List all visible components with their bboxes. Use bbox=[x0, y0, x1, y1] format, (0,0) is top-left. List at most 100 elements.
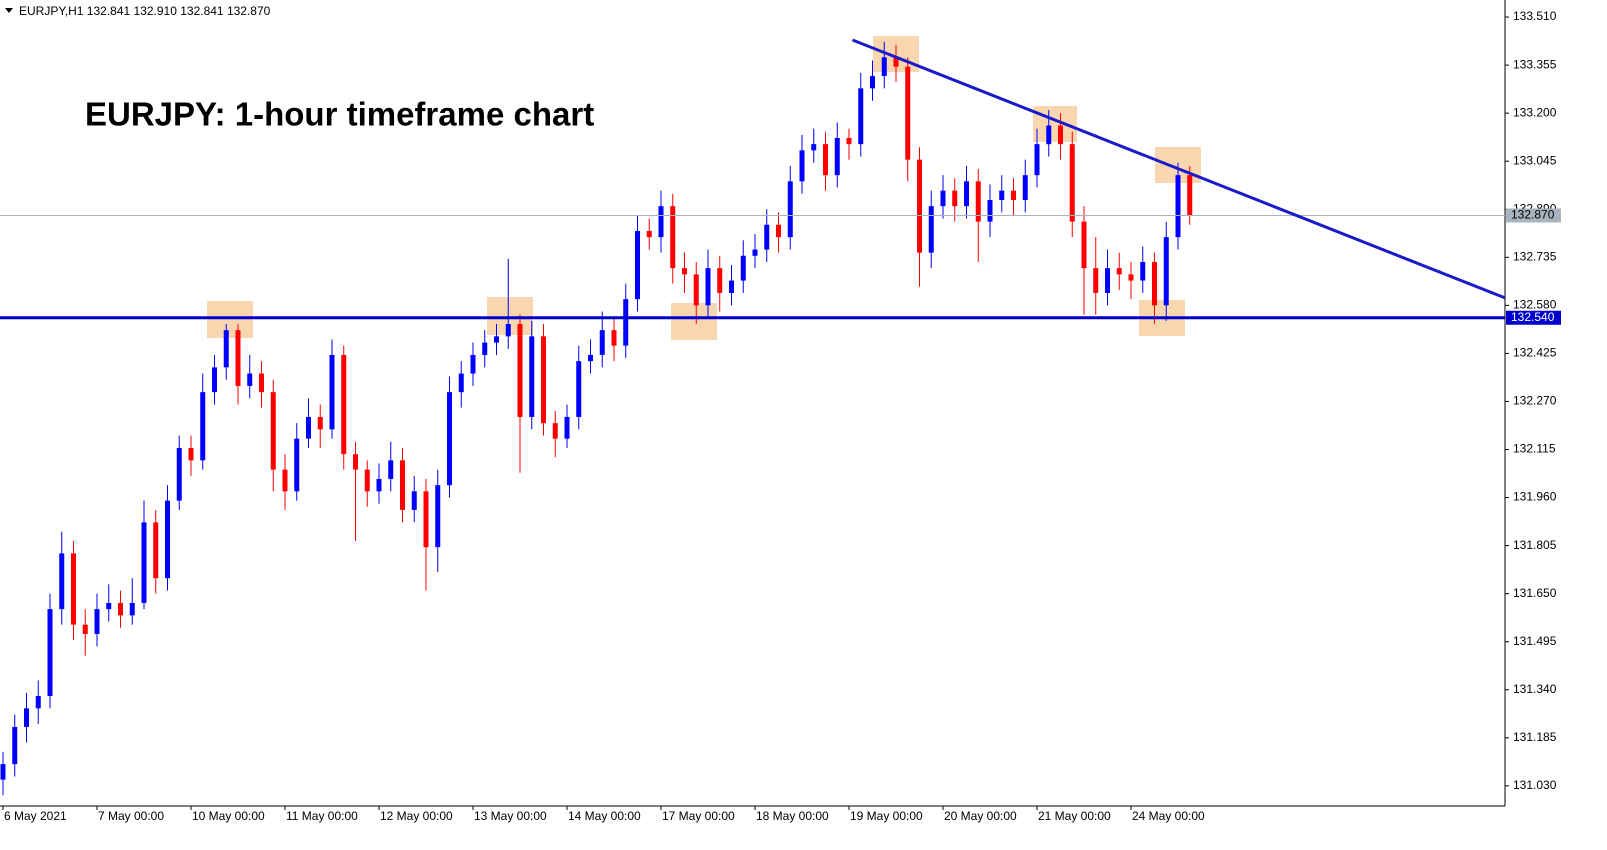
candle-body bbox=[764, 224, 770, 250]
candle-body bbox=[587, 354, 593, 362]
candle-body bbox=[211, 367, 217, 393]
candle-body bbox=[329, 354, 335, 430]
candle-body bbox=[200, 392, 206, 461]
candle-body bbox=[493, 336, 499, 343]
x-tick-label: 14 May 00:00 bbox=[568, 809, 641, 823]
y-tick-label: 131.030 bbox=[1513, 778, 1557, 792]
candle-body bbox=[893, 57, 899, 67]
highlight-box bbox=[1033, 106, 1077, 142]
candle-body bbox=[811, 144, 817, 151]
candle-body bbox=[681, 268, 687, 275]
candle-body bbox=[670, 206, 676, 269]
candle-body bbox=[1104, 268, 1110, 293]
candle-body bbox=[235, 330, 241, 386]
candle-body bbox=[247, 373, 253, 386]
candle-body bbox=[552, 423, 558, 439]
trendline bbox=[851, 38, 1506, 300]
candle-body bbox=[153, 522, 159, 579]
candle-body bbox=[1187, 175, 1193, 216]
candle-body bbox=[1093, 268, 1099, 293]
candle-body bbox=[975, 181, 981, 222]
candle-body bbox=[740, 255, 746, 281]
candles bbox=[0, 41, 1193, 796]
highlight-box bbox=[671, 303, 717, 340]
x-tick-label: 11 May 00:00 bbox=[286, 809, 358, 823]
candle-body bbox=[106, 602, 112, 610]
candle-body bbox=[1057, 125, 1063, 145]
candle-body bbox=[775, 224, 781, 238]
y-tick-label: 131.960 bbox=[1513, 490, 1557, 504]
candle-body bbox=[658, 206, 664, 238]
candle-body bbox=[576, 361, 582, 417]
y-tick-label: 133.045 bbox=[1513, 153, 1557, 167]
candle-body bbox=[1175, 175, 1181, 238]
candle-body bbox=[23, 708, 29, 727]
highlight-box bbox=[207, 301, 253, 338]
candle-body bbox=[35, 695, 41, 709]
candle-body bbox=[376, 478, 382, 492]
candle-body bbox=[47, 609, 53, 696]
candle-body bbox=[188, 447, 194, 461]
candle-body bbox=[423, 491, 429, 548]
y-tick-label: 133.355 bbox=[1513, 57, 1557, 71]
candle-body bbox=[258, 373, 264, 393]
candle-body bbox=[611, 330, 617, 346]
price-label: 132.870 bbox=[1511, 208, 1555, 222]
candle-body bbox=[70, 553, 76, 625]
candle-body bbox=[94, 609, 100, 634]
y-tick-label: 131.650 bbox=[1513, 586, 1557, 600]
candle-body bbox=[1069, 144, 1075, 222]
candle-body bbox=[693, 274, 699, 306]
y-tick-label: 133.200 bbox=[1513, 105, 1557, 119]
candle-body bbox=[446, 392, 452, 486]
x-tick-label: 24 May 00:00 bbox=[1132, 809, 1205, 823]
y-tick-label: 133.510 bbox=[1513, 9, 1557, 23]
candle-body bbox=[435, 485, 441, 548]
menu-arrow[interactable] bbox=[5, 8, 13, 13]
candle-body bbox=[399, 460, 405, 510]
candle-body bbox=[928, 206, 934, 253]
chart-header: EURJPY,H1 132.841 132.910 132.841 132.87… bbox=[19, 4, 271, 18]
x-tick-label: 12 May 00:00 bbox=[380, 809, 453, 823]
candle-body bbox=[129, 602, 135, 616]
candle-body bbox=[540, 336, 546, 424]
y-tick-label: 132.425 bbox=[1513, 346, 1557, 360]
candle-body bbox=[623, 299, 629, 346]
candle-body bbox=[916, 159, 922, 253]
candle-body bbox=[799, 150, 805, 182]
candle-body bbox=[294, 438, 300, 492]
candle-body bbox=[646, 230, 652, 238]
candle-body bbox=[705, 268, 711, 306]
chart-title: EURJPY: 1-hour timeframe chart bbox=[85, 96, 594, 133]
candle-body bbox=[458, 373, 464, 393]
candle-body bbox=[940, 190, 946, 207]
candle-body bbox=[12, 726, 18, 765]
candle-body bbox=[305, 416, 311, 439]
candle-body bbox=[270, 392, 276, 470]
candle-body bbox=[634, 230, 640, 300]
candle-body bbox=[1140, 261, 1146, 281]
candle-body bbox=[505, 323, 511, 337]
price-label-box bbox=[1506, 310, 1561, 325]
candle-body bbox=[564, 416, 570, 439]
y-tick-label: 132.270 bbox=[1513, 394, 1557, 408]
candle-body bbox=[1034, 144, 1040, 176]
candle-body bbox=[517, 323, 523, 417]
candle-body bbox=[987, 199, 993, 222]
candle-body bbox=[999, 190, 1005, 200]
x-tick-label: 18 May 00:00 bbox=[756, 809, 829, 823]
candle-body bbox=[963, 181, 969, 207]
candle-body bbox=[599, 330, 605, 355]
candle-body bbox=[1010, 190, 1016, 200]
y-tick-label: 131.340 bbox=[1513, 682, 1557, 696]
candle-body bbox=[411, 491, 417, 510]
y-tick-label: 131.185 bbox=[1513, 730, 1557, 744]
price-label-box bbox=[1506, 208, 1561, 223]
candle-body bbox=[317, 416, 323, 430]
y-tick-label: 132.115 bbox=[1513, 442, 1556, 456]
x-tick-label: 13 May 00:00 bbox=[474, 809, 547, 823]
candle-body bbox=[341, 354, 347, 455]
candle-body bbox=[0, 764, 6, 780]
